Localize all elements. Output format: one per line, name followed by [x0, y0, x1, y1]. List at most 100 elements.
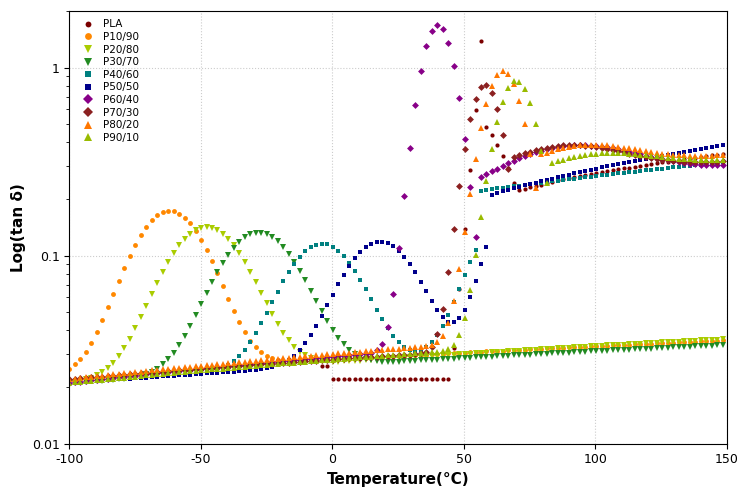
P30/70 — [64, 380, 74, 386]
PLA — [328, 376, 338, 382]
P60/40 — [202, 365, 211, 371]
P70/30 — [520, 150, 530, 156]
PLA — [317, 363, 326, 369]
P90/10 — [718, 157, 727, 163]
P10/90 — [718, 337, 727, 343]
P40/60 — [515, 183, 524, 189]
P40/60 — [241, 347, 250, 353]
P80/20 — [64, 376, 74, 382]
PLA — [691, 155, 700, 161]
P20/80 — [701, 337, 710, 343]
P80/20 — [586, 142, 596, 148]
P30/70 — [520, 352, 530, 358]
P90/10 — [509, 79, 518, 85]
P30/70 — [586, 349, 596, 355]
Line: P70/30: P70/30 — [67, 83, 725, 381]
Line: P30/70: P30/70 — [67, 230, 725, 386]
Line: P90/10: P90/10 — [67, 79, 725, 386]
P30/70 — [202, 290, 211, 296]
P90/10 — [520, 86, 530, 92]
P70/30 — [586, 143, 596, 149]
Y-axis label: Log(tan δ): Log(tan δ) — [11, 183, 26, 272]
P70/30 — [241, 363, 250, 369]
P60/40 — [586, 142, 596, 148]
PLA — [405, 376, 414, 382]
P20/80 — [586, 344, 596, 350]
PLA — [411, 376, 420, 382]
Line: P20/80: P20/80 — [67, 224, 725, 385]
P60/40 — [64, 380, 74, 386]
P80/20 — [241, 359, 250, 365]
PLA — [718, 151, 727, 157]
P40/60 — [64, 380, 74, 386]
P30/70 — [241, 235, 250, 241]
P70/30 — [482, 82, 491, 88]
P60/40 — [433, 22, 442, 28]
P50/50 — [241, 368, 250, 374]
PLA — [548, 179, 556, 185]
P70/30 — [427, 344, 436, 350]
PLA — [554, 177, 562, 183]
P50/50 — [718, 142, 727, 148]
Line: P50/50: P50/50 — [67, 143, 725, 385]
P10/90 — [520, 347, 530, 353]
P90/10 — [64, 380, 74, 386]
P50/50 — [515, 184, 524, 190]
P30/70 — [718, 342, 727, 348]
P10/90 — [586, 344, 596, 350]
Line: P80/20: P80/20 — [67, 69, 725, 382]
P40/60 — [427, 339, 436, 345]
P10/90 — [246, 338, 255, 344]
P40/60 — [696, 162, 705, 168]
P30/70 — [433, 357, 442, 363]
P20/80 — [202, 224, 211, 230]
Line: P10/90: P10/90 — [67, 209, 725, 371]
P10/90 — [208, 258, 217, 264]
P20/80 — [520, 347, 530, 353]
P50/50 — [696, 146, 705, 152]
P20/80 — [718, 336, 727, 342]
P70/30 — [718, 158, 727, 164]
P80/20 — [520, 122, 530, 127]
P60/40 — [241, 362, 250, 368]
P40/60 — [718, 159, 727, 165]
Line: P40/60: P40/60 — [67, 160, 725, 385]
P50/50 — [64, 380, 74, 386]
P70/30 — [202, 366, 211, 372]
P90/10 — [427, 349, 436, 355]
PLA — [476, 38, 485, 44]
P90/10 — [202, 367, 211, 373]
P30/70 — [257, 230, 266, 236]
P20/80 — [433, 353, 442, 359]
P40/60 — [580, 174, 590, 180]
P60/40 — [701, 162, 710, 168]
P70/30 — [64, 376, 74, 382]
P90/10 — [701, 157, 710, 163]
P50/50 — [427, 298, 436, 304]
PLA — [454, 286, 464, 292]
P10/90 — [164, 208, 172, 214]
P80/20 — [718, 152, 727, 158]
P20/80 — [208, 225, 217, 231]
P80/20 — [427, 342, 436, 348]
P70/30 — [701, 159, 710, 165]
P50/50 — [580, 168, 590, 174]
P80/20 — [499, 68, 508, 74]
X-axis label: Temperature(°C): Temperature(°C) — [327, 472, 470, 487]
P20/80 — [246, 268, 255, 274]
Legend: PLA, P10/90, P20/80, P30/70, P40/60, P50/50, P60/40, P70/30, P80/20, P90/10: PLA, P10/90, P20/80, P30/70, P40/60, P50… — [74, 15, 142, 147]
P40/60 — [202, 370, 211, 375]
P10/90 — [701, 338, 710, 344]
P90/10 — [586, 151, 596, 157]
P60/40 — [718, 162, 727, 168]
Line: PLA: PLA — [320, 38, 724, 381]
P90/10 — [241, 364, 250, 370]
P30/70 — [701, 343, 710, 349]
P10/90 — [433, 351, 442, 357]
P80/20 — [202, 362, 211, 368]
P10/90 — [64, 366, 74, 372]
P80/20 — [701, 153, 710, 159]
P60/40 — [520, 153, 530, 159]
P60/40 — [427, 28, 436, 34]
P20/80 — [64, 379, 74, 385]
